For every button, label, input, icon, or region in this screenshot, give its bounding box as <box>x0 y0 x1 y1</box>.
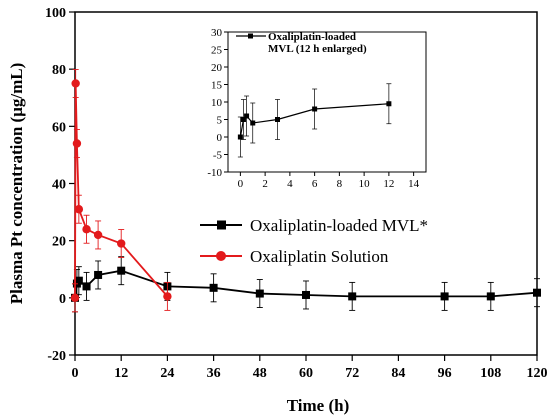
inset-y-tick-label: 20 <box>211 62 223 74</box>
y-tick-label: -20 <box>47 349 66 364</box>
data-point <box>163 292 172 301</box>
inset-legend-note: MVL (12 h enlarged) <box>268 43 367 55</box>
inset-y-tick-label: 25 <box>211 45 223 57</box>
data-point <box>486 292 495 301</box>
data-point <box>74 276 83 285</box>
legend-marker <box>217 220 226 230</box>
x-tick-label: 60 <box>299 366 313 381</box>
data-point <box>209 283 218 292</box>
inset-data-point <box>240 117 246 122</box>
y-axis-title: Plasma Pt concentration (μg/mL) <box>7 63 26 304</box>
inset-x-tick-label: 12 <box>383 178 394 190</box>
inset-plot: -10 -5 0 5 10 15 20 25 30 0 2 4 6 8 10 12 14 Oxaliplatin-… <box>207 27 427 190</box>
inset-y-tick-label: 30 <box>211 27 223 39</box>
y-tick-label: 60 <box>52 120 66 135</box>
data-point <box>72 139 82 148</box>
inset-x-tick-label: 8 <box>337 178 343 190</box>
inset-y-tick-label: 0 <box>217 132 223 144</box>
data-point <box>94 270 103 279</box>
data-point <box>117 266 126 275</box>
inset-data-point <box>275 117 280 122</box>
data-point <box>255 289 264 298</box>
inset-x-tick-label: 0 <box>238 178 244 190</box>
inset-legend-label: Oxaliplatin-loaded <box>268 31 356 43</box>
inset-data-point <box>312 106 318 112</box>
y-tick-label: 40 <box>52 178 66 193</box>
data-point <box>117 239 126 248</box>
inset-data-point <box>237 134 243 140</box>
inset-data-point <box>250 120 256 126</box>
inset-x-tick-label: 14 <box>408 178 420 190</box>
data-point <box>82 225 91 234</box>
inset-x-tick-label: 4 <box>287 178 293 190</box>
y-tick-label: 100 <box>45 6 66 21</box>
x-tick-label: 96 <box>438 366 452 381</box>
data-point <box>70 293 80 303</box>
data-point <box>440 292 449 301</box>
y-tick-label: 20 <box>52 235 66 250</box>
x-tick-label: 36 <box>207 366 221 381</box>
inset-legend-marker <box>248 33 253 39</box>
y-tick-label: 0 <box>59 292 66 307</box>
data-point <box>71 79 80 88</box>
x-tick-label: 108 <box>480 366 501 381</box>
inset-x-tick-label: 10 <box>359 178 371 190</box>
inset-frame <box>227 31 427 173</box>
x-axis-title: Time (h) <box>287 396 350 415</box>
x-tick-label: 48 <box>253 366 267 381</box>
inset-y-tick-label: 10 <box>211 97 223 109</box>
x-tick-label: 72 <box>345 366 359 381</box>
legend-label: Oxaliplatin-loaded MVL* <box>250 216 428 235</box>
inset-y-tick-label: 15 <box>211 80 223 92</box>
x-tick-label: 12 <box>114 366 128 381</box>
data-point <box>74 205 84 214</box>
inset-y-tick-label: -5 <box>213 150 223 162</box>
inset-data-point <box>386 101 392 107</box>
y-tick-label: 80 <box>52 63 66 78</box>
x-tick-label: 0 <box>72 366 79 381</box>
inset-x-tick-label: 2 <box>262 178 268 190</box>
legend-marker <box>216 251 226 261</box>
inset-data-point <box>244 113 250 119</box>
data-point <box>93 230 103 240</box>
data-point <box>348 292 357 301</box>
data-point <box>82 282 91 291</box>
x-tick-label: 120 <box>527 366 548 381</box>
data-point <box>533 288 541 297</box>
inset-y-tick-label: -10 <box>207 167 222 179</box>
data-point <box>302 290 310 299</box>
legend-label: Oxaliplatin Solution <box>250 247 389 266</box>
inset-y-tick-label: 5 <box>217 115 223 127</box>
x-tick-label: 84 <box>391 366 405 381</box>
inset-x-tick-label: 6 <box>312 178 318 190</box>
x-tick-label: 24 <box>160 366 174 381</box>
